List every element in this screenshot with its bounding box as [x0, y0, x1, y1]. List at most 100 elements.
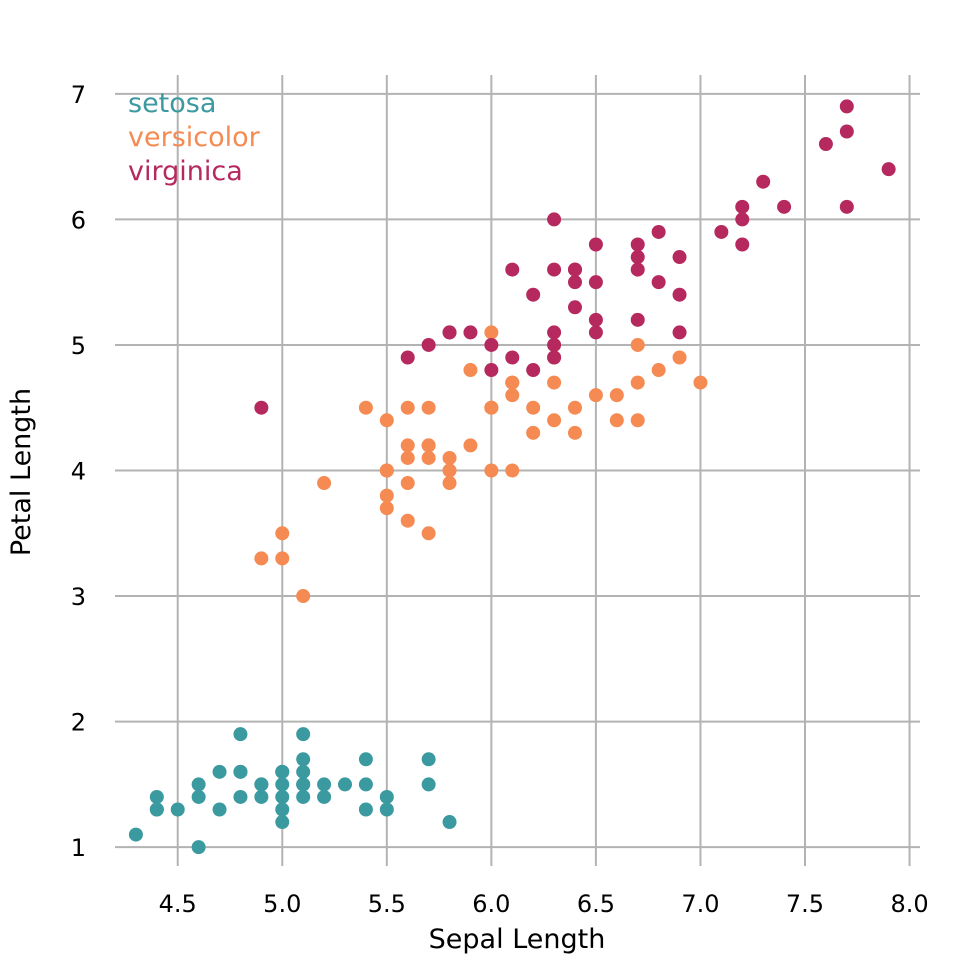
data-point-versicolor — [505, 388, 520, 403]
data-point-setosa — [275, 789, 290, 804]
data-point-versicolor — [693, 375, 708, 390]
data-point-setosa — [233, 727, 248, 742]
data-point-setosa — [233, 764, 248, 779]
data-point-virginica — [735, 212, 750, 227]
data-point-versicolor — [505, 463, 520, 478]
data-point-versicolor — [526, 400, 541, 415]
data-point-virginica — [484, 337, 499, 352]
data-point-setosa — [358, 752, 373, 767]
data-point-versicolor — [317, 476, 332, 491]
data-point-virginica — [547, 350, 562, 365]
data-point-virginica — [839, 199, 854, 214]
data-point-versicolor — [421, 526, 436, 541]
data-point-versicolor — [442, 476, 457, 491]
data-point-versicolor — [588, 388, 603, 403]
data-point-virginica — [442, 325, 457, 340]
data-point-virginica — [735, 237, 750, 252]
data-point-setosa — [317, 777, 332, 792]
data-point-setosa — [317, 789, 332, 804]
data-point-setosa — [212, 802, 227, 817]
x-tick-label: 8.0 — [890, 890, 928, 918]
data-point-virginica — [505, 350, 520, 365]
data-point-virginica — [672, 287, 687, 302]
data-point-versicolor — [400, 450, 415, 465]
x-tick-label: 7.0 — [681, 890, 719, 918]
legend-entry-virginica: virginica — [128, 156, 243, 187]
data-point-versicolor — [254, 551, 269, 566]
data-point-virginica — [588, 237, 603, 252]
data-point-virginica — [630, 250, 645, 265]
data-point-virginica — [547, 325, 562, 340]
data-point-virginica — [568, 262, 582, 277]
data-point-virginica — [588, 312, 603, 327]
data-point-setosa — [170, 802, 185, 817]
legend-entry-versicolor: versicolor — [128, 122, 261, 153]
data-point-versicolor — [421, 438, 436, 453]
data-point-setosa — [379, 789, 394, 804]
data-point-setosa — [358, 802, 373, 817]
data-point-versicolor — [651, 363, 666, 378]
data-point-versicolor — [484, 400, 499, 415]
y-tick-label: 7 — [71, 81, 86, 109]
x-tick-label: 4.5 — [159, 890, 197, 918]
data-point-setosa — [275, 815, 290, 830]
data-point-versicolor — [568, 425, 582, 440]
grid-layer — [115, 75, 920, 866]
data-point-virginica — [400, 350, 415, 365]
data-point-virginica — [526, 287, 541, 302]
data-point-virginica — [714, 224, 729, 239]
data-point-virginica — [547, 212, 562, 227]
data-point-virginica — [651, 275, 666, 290]
x-axis-title: Sepal Length — [429, 924, 606, 955]
x-tick-label: 6.5 — [577, 890, 615, 918]
data-point-virginica — [588, 325, 603, 340]
data-point-virginica — [254, 400, 269, 415]
data-point-setosa — [296, 789, 311, 804]
data-point-virginica — [568, 275, 582, 290]
y-axis-title: Petal Length — [6, 388, 37, 556]
y-tick-label: 2 — [71, 709, 86, 737]
data-point-setosa — [296, 727, 311, 742]
x-tick-label: 5.0 — [263, 890, 301, 918]
data-point-virginica — [526, 363, 541, 378]
data-point-virginica — [630, 237, 645, 252]
data-point-virginica — [672, 325, 687, 340]
data-point-versicolor — [379, 488, 394, 503]
data-point-setosa — [275, 764, 290, 779]
data-point-setosa — [421, 777, 436, 792]
data-point-setosa — [296, 752, 311, 767]
data-point-setosa — [254, 789, 269, 804]
data-point-virginica — [818, 137, 833, 152]
data-point-setosa — [275, 777, 290, 792]
data-point-virginica — [839, 124, 854, 139]
legend-entry-setosa: setosa — [128, 88, 216, 119]
y-tick-label: 1 — [71, 834, 86, 862]
data-point-versicolor — [463, 438, 478, 453]
data-point-versicolor — [484, 325, 499, 340]
data-point-virginica — [588, 275, 603, 290]
data-point-versicolor — [547, 375, 562, 390]
x-tick-label: 5.5 — [368, 890, 406, 918]
data-point-versicolor — [442, 463, 457, 478]
data-point-setosa — [421, 752, 436, 767]
data-point-setosa — [191, 789, 206, 804]
data-point-setosa — [254, 777, 269, 792]
data-point-versicolor — [275, 526, 290, 541]
data-point-versicolor — [526, 425, 541, 440]
data-point-virginica — [881, 162, 896, 177]
data-point-versicolor — [442, 450, 457, 465]
data-point-setosa — [379, 802, 394, 817]
data-point-setosa — [358, 777, 373, 792]
y-tick-label: 4 — [71, 458, 86, 486]
data-point-virginica — [463, 325, 478, 340]
data-point-versicolor — [609, 413, 624, 428]
data-point-setosa — [296, 764, 311, 779]
y-tick-label: 5 — [71, 332, 86, 360]
data-point-setosa — [149, 802, 164, 817]
data-point-setosa — [338, 777, 352, 792]
data-point-setosa — [296, 777, 311, 792]
data-point-setosa — [191, 777, 206, 792]
data-point-versicolor — [421, 400, 436, 415]
